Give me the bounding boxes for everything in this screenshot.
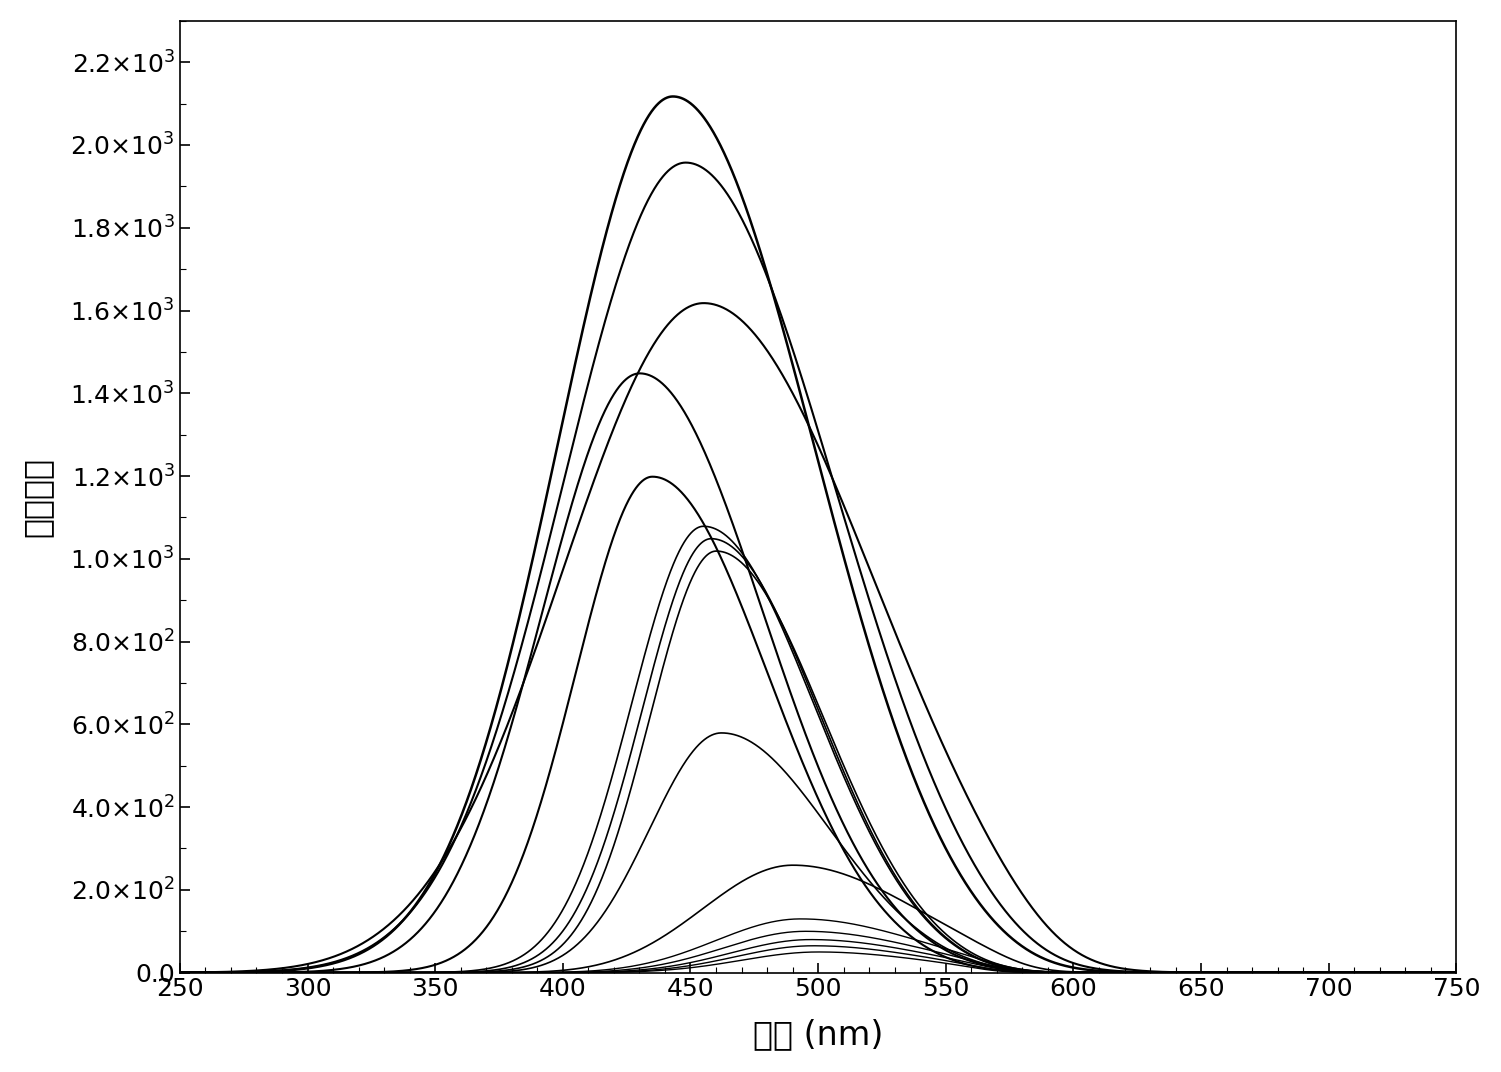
Y-axis label: 荧光强度: 荧光强度 <box>21 457 54 537</box>
X-axis label: 波长 (nm): 波长 (nm) <box>754 1018 883 1052</box>
